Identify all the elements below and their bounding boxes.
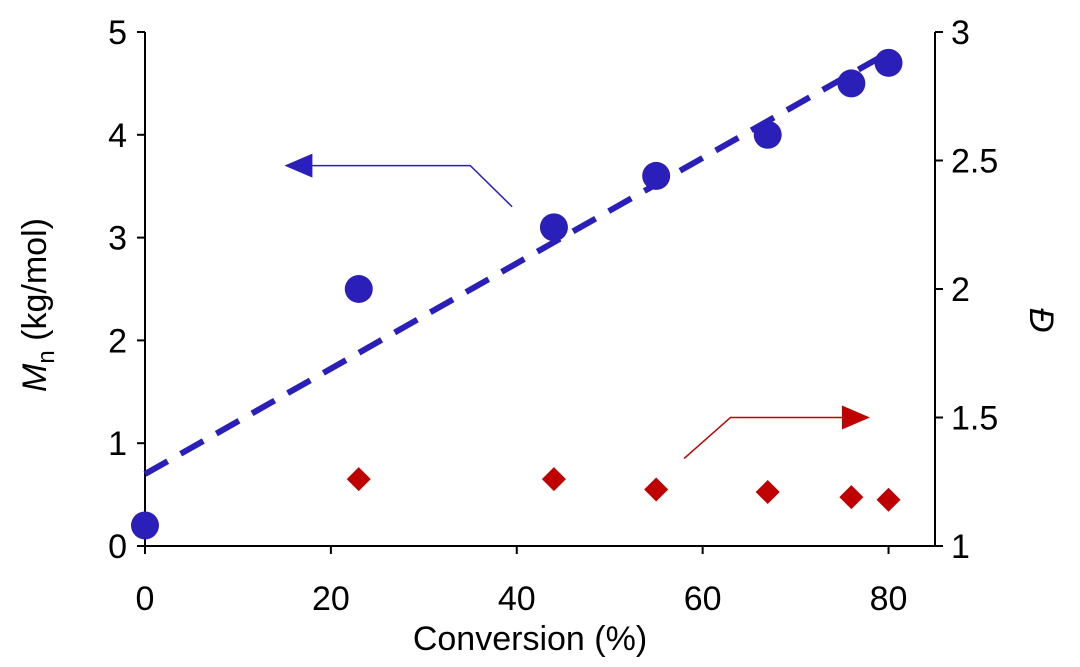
mn-point xyxy=(344,275,373,303)
right-y-tick-label: 2.5 xyxy=(951,143,998,181)
x-tick-label: 20 xyxy=(312,580,350,618)
left-y-tick-label: 3 xyxy=(108,220,127,258)
x-tick-label: 60 xyxy=(684,580,722,618)
dispersity-point xyxy=(644,477,669,502)
dispersity-point xyxy=(839,485,864,510)
x-tick-label: 0 xyxy=(136,580,155,618)
mn-point xyxy=(874,48,903,77)
annotation-layer xyxy=(284,153,870,460)
series-layer xyxy=(131,48,903,540)
fit-line xyxy=(143,49,891,477)
left-y-tick-label: 4 xyxy=(108,117,127,155)
arrow-to-left-axis-head xyxy=(284,153,313,178)
mn-point xyxy=(837,69,866,98)
dispersity-point xyxy=(876,487,901,512)
left-y-axis-title-unit: (kg/mol) xyxy=(16,218,54,350)
arrow-to-right-axis-head xyxy=(841,405,870,430)
left-y-tick-label: 5 xyxy=(108,14,127,52)
right-y-axis-title: Đ xyxy=(1022,308,1060,333)
x-tick-label: 80 xyxy=(870,580,908,618)
x-tick-label: 40 xyxy=(498,580,536,618)
dispersity-point xyxy=(346,467,371,492)
axes-layer xyxy=(144,32,942,547)
x-axis-title: Conversion (%) xyxy=(413,620,647,658)
arrow-to-left-axis-line xyxy=(312,164,513,208)
left-y-tick-label: 0 xyxy=(108,528,127,566)
left-y-tick-label: 1 xyxy=(108,425,127,463)
left-y-axis-title: Mn (kg/mol) xyxy=(16,218,60,392)
right-y-tick-label: 3 xyxy=(951,14,970,52)
left-y-tick-label: 2 xyxy=(108,322,127,360)
right-y-tick-label: 2 xyxy=(951,271,970,309)
mn-point xyxy=(539,213,568,242)
left-y-axis-title-symbol: M xyxy=(16,363,54,392)
ticks-layer: 0 20 40 60 80 0 1 2 3 4 5 1 1.5 2 2.5 3 xyxy=(108,14,998,618)
right-y-tick-label: 1 xyxy=(951,528,970,566)
dispersity-point xyxy=(541,467,566,492)
dispersity-point xyxy=(755,480,780,505)
left-y-axis-title-subscript: n xyxy=(33,350,60,363)
right-y-tick-label: 1.5 xyxy=(951,400,998,438)
arrow-to-right-axis-line xyxy=(683,416,842,460)
mn-point xyxy=(131,511,159,540)
